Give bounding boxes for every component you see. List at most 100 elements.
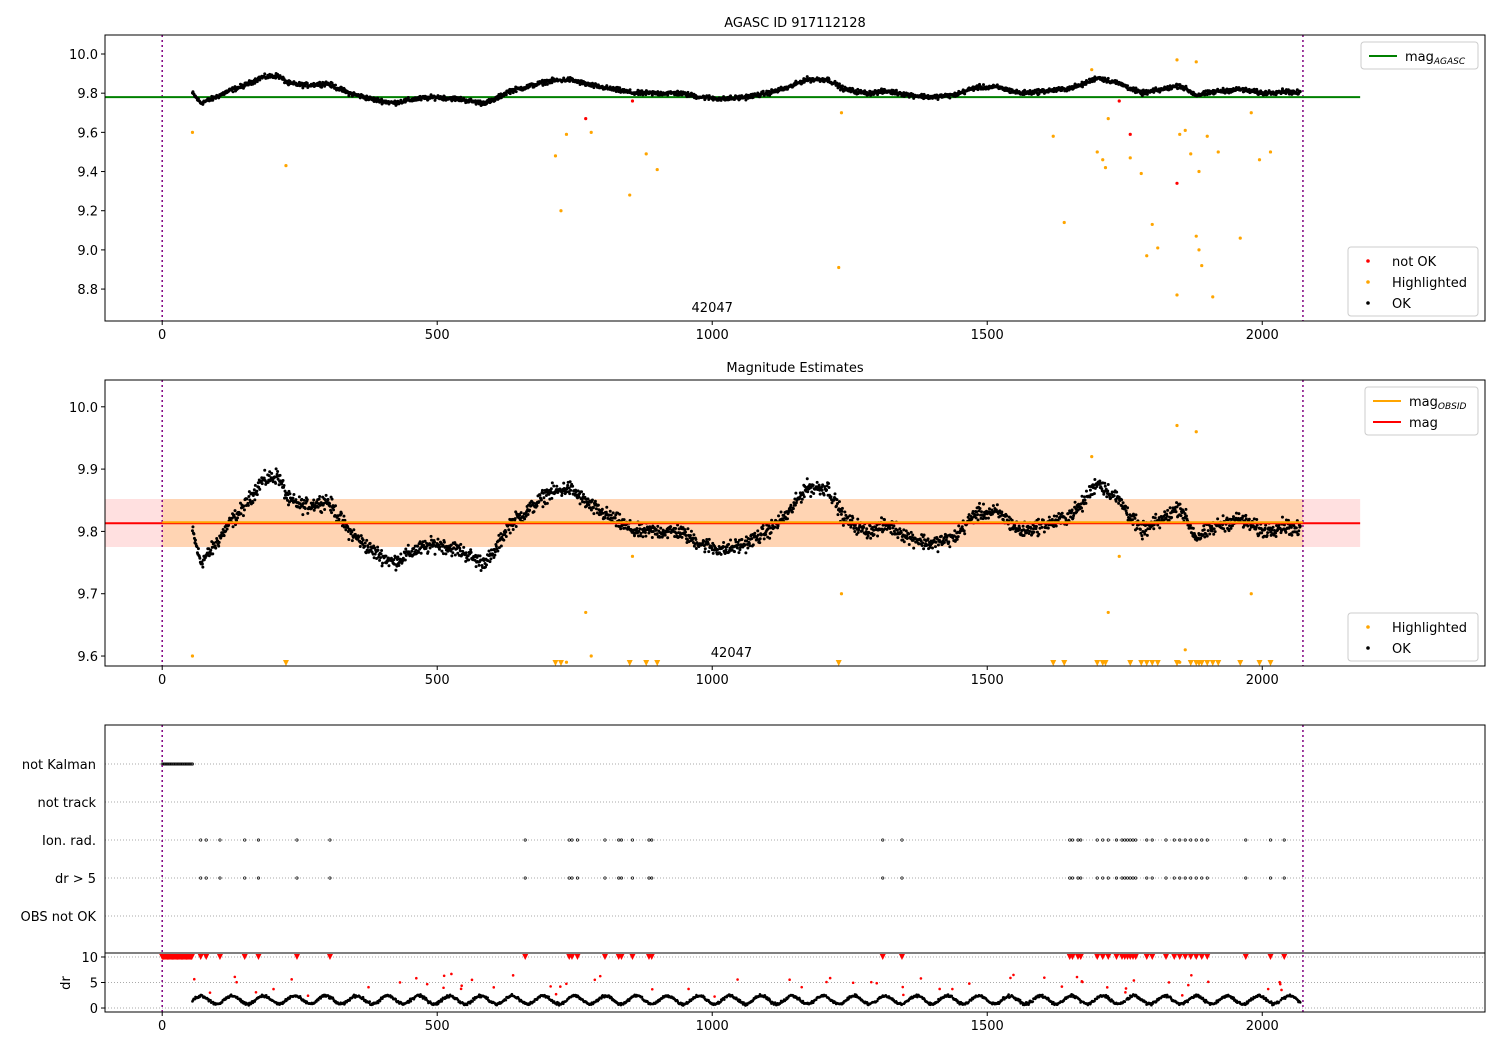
ok-point xyxy=(545,82,549,86)
ok-point xyxy=(912,96,916,100)
highlighted-out-of-range-marker xyxy=(1143,660,1150,666)
highlighted-point xyxy=(1194,430,1198,434)
highlighted-point xyxy=(1189,152,1193,156)
ok-point xyxy=(359,534,363,538)
ok-point xyxy=(827,77,831,81)
ok-point xyxy=(794,501,798,505)
not-kalman-point xyxy=(189,762,193,766)
ok-point xyxy=(684,534,688,538)
dr-outlier-marker xyxy=(1182,953,1189,960)
highlighted-out-of-range-marker xyxy=(1061,660,1068,666)
dr-point xyxy=(209,998,212,1002)
dr-outlier-marker xyxy=(1267,953,1274,960)
dr-outlier-marker xyxy=(1105,953,1112,960)
ok-point xyxy=(1126,506,1130,510)
x-tick-label: 1000 xyxy=(696,328,729,343)
ok-point xyxy=(907,532,911,536)
flag-point xyxy=(295,838,299,842)
ok-point xyxy=(944,538,948,542)
ok-point xyxy=(1140,537,1144,541)
ok-point xyxy=(722,540,726,544)
flag-point xyxy=(570,876,574,880)
ok-point xyxy=(578,502,582,506)
ok-point xyxy=(836,513,840,517)
ok-point xyxy=(1153,516,1157,520)
ok-point xyxy=(1199,536,1203,540)
ok-point xyxy=(594,507,598,511)
ok-point xyxy=(1298,524,1302,528)
ok-point xyxy=(568,492,572,496)
ok-point xyxy=(608,509,612,513)
ok-point xyxy=(456,551,460,555)
flag-point xyxy=(881,876,885,880)
ok-point xyxy=(922,533,926,537)
ok-point xyxy=(957,524,961,528)
flag-point xyxy=(1134,876,1138,880)
ok-point xyxy=(448,546,452,550)
obsid-annotation: 42047 xyxy=(711,646,752,661)
ok-point xyxy=(689,529,693,533)
highlighted-point xyxy=(584,610,588,615)
flag-point xyxy=(1120,838,1124,842)
ok-point xyxy=(910,536,914,540)
category-label: dr > 5 xyxy=(55,872,96,887)
ok-point xyxy=(1158,526,1162,530)
ok-point xyxy=(442,540,446,544)
ok-point xyxy=(368,541,372,545)
ok-point xyxy=(618,86,622,90)
highlighted-point xyxy=(1090,455,1094,459)
ok-point xyxy=(1234,511,1238,515)
ok-point xyxy=(1205,534,1209,538)
ok-point xyxy=(306,511,310,515)
ok-point xyxy=(842,517,846,521)
highlighted-point xyxy=(1175,293,1179,297)
flag-point xyxy=(1125,838,1130,842)
dr-outlier-marker xyxy=(1069,953,1076,960)
ok-point xyxy=(305,81,309,85)
ok-point xyxy=(294,498,298,502)
ok-point xyxy=(312,508,316,512)
ok-point xyxy=(659,526,663,530)
axes-frame xyxy=(104,379,1486,667)
ok-point xyxy=(562,481,566,485)
ok-point xyxy=(1010,518,1014,522)
ok-point xyxy=(303,507,307,511)
ok-point xyxy=(1223,529,1227,533)
ok-point xyxy=(981,517,985,521)
not-kalman-point xyxy=(182,762,186,766)
ok-point xyxy=(942,541,946,545)
ok-point xyxy=(1168,506,1172,510)
dr-outlier-marker xyxy=(1099,953,1106,960)
ok-point xyxy=(467,558,471,562)
ok-point xyxy=(1231,515,1235,519)
ok-point xyxy=(613,516,617,520)
ok-point xyxy=(770,518,774,522)
dr-outlier-marker xyxy=(1132,953,1139,960)
ok-point xyxy=(253,483,257,487)
ok-point xyxy=(1221,514,1225,518)
ok-point xyxy=(519,511,523,515)
y-tick-label: 9.2 xyxy=(77,205,98,220)
ok-point xyxy=(1152,527,1156,531)
flag-point xyxy=(1194,876,1198,880)
flag-point xyxy=(1183,876,1187,880)
not-kalman-point xyxy=(166,762,170,766)
ok-point xyxy=(286,503,290,507)
legend-marker xyxy=(1366,646,1370,650)
dr-outlier-marker xyxy=(1198,953,1205,960)
ok-point xyxy=(363,541,367,545)
ok-point xyxy=(1105,495,1109,499)
ok-point xyxy=(494,544,498,548)
ok-point xyxy=(707,537,711,541)
ok-point xyxy=(453,541,457,545)
dr-outlier-marker xyxy=(1113,953,1120,960)
ok-point xyxy=(1166,85,1170,89)
ok-point xyxy=(1083,498,1087,502)
flag-point xyxy=(900,838,904,842)
legend-label: OK xyxy=(1392,297,1411,312)
ok-point xyxy=(789,503,793,507)
ok-point xyxy=(270,471,274,475)
highlighted-point xyxy=(1145,254,1149,258)
ok-point xyxy=(541,491,545,495)
ok-point xyxy=(936,550,940,554)
